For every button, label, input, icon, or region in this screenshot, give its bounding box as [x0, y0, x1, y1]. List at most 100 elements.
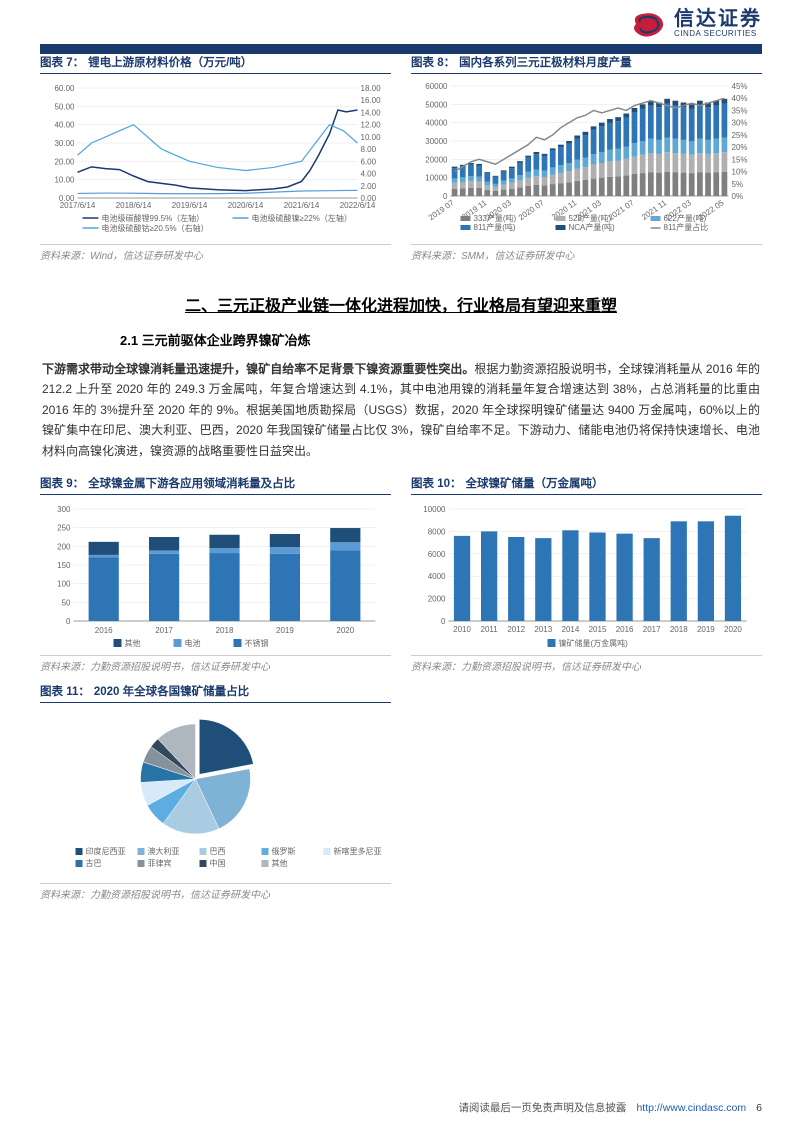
chart9-canvas: 05010015020025030020162017201820192020其他…	[40, 501, 391, 651]
page-footer: 请阅读最后一页免责声明及信息披露 http://www.cindasc.com …	[40, 1100, 762, 1115]
chart8-source: 资料来源：SMM，信达证券研发中心	[411, 244, 762, 262]
svg-text:2019/6/14: 2019/6/14	[172, 201, 208, 210]
header-rule	[40, 44, 762, 54]
chart7-source: 资料来源：Wind，信达证券研发中心	[40, 244, 391, 262]
svg-text:60000: 60000	[425, 82, 448, 91]
chart11-block: 图表 11： 2020 年全球各国镍矿储量占比 印度尼西亚澳大利亚巴西俄罗斯新喀…	[40, 683, 391, 901]
svg-text:10000: 10000	[423, 505, 446, 514]
svg-text:200: 200	[57, 542, 71, 551]
svg-text:30000: 30000	[425, 137, 448, 146]
svg-text:6000: 6000	[428, 550, 446, 559]
brand-logo: 信达证券 CINDA SECURITIES	[628, 8, 762, 40]
svg-text:5%: 5%	[732, 180, 744, 189]
chart7-block: 图表 7： 锂电上游原材料价格（万元/吨） 0.0010.0020.0030.0…	[40, 54, 391, 262]
body-paragraph: 下游需求带动全球镍消耗量迅速提升，镍矿自给率不足背景下镍资源重要性突出。根据力勤…	[40, 359, 762, 475]
svg-text:菲律宾: 菲律宾	[148, 858, 172, 868]
chart8-block: 图表 8： 国内各系列三元正极材料月度产量 010000200003000040…	[411, 54, 762, 262]
chart8-title: 图表 8： 国内各系列三元正极材料月度产量	[411, 54, 762, 74]
svg-text:2011: 2011	[481, 625, 499, 634]
svg-text:巴西: 巴西	[210, 847, 226, 856]
svg-text:2017: 2017	[643, 625, 661, 634]
svg-text:电池级硫酸钴≥20.5%（右轴）: 电池级硫酸钴≥20.5%（右轴）	[102, 223, 209, 233]
svg-text:523产量(吨): 523产量(吨)	[569, 213, 612, 223]
svg-text:45%: 45%	[732, 82, 748, 91]
svg-text:25%: 25%	[732, 131, 748, 140]
para-lead: 下游需求带动全球镍消耗量迅速提升，镍矿自给率不足背景下镍资源重要性突出。	[42, 362, 474, 376]
svg-text:2010: 2010	[453, 625, 471, 634]
svg-text:古巴: 古巴	[86, 858, 102, 868]
chart10-title: 图表 10： 全球镍矿储量（万金属吨）	[411, 475, 762, 495]
svg-text:15%: 15%	[732, 155, 748, 164]
svg-text:2012: 2012	[507, 625, 525, 634]
chart9-block: 图表 9： 全球镍金属下游各应用领域消耗量及占比 050100150200250…	[40, 475, 391, 673]
footer-disclaimer: 请阅读最后一页免责声明及信息披露	[458, 1100, 626, 1115]
svg-text:电池级硫酸镍≥22%（左轴）: 电池级硫酸镍≥22%（左轴）	[252, 213, 352, 223]
svg-text:30%: 30%	[732, 119, 748, 128]
svg-text:2018: 2018	[670, 625, 688, 634]
svg-text:不锈钢: 不锈钢	[245, 638, 269, 648]
svg-text:30.00: 30.00	[54, 139, 75, 148]
svg-text:2017/6/14: 2017/6/14	[60, 201, 96, 210]
svg-text:333产量(吨): 333产量(吨)	[474, 213, 517, 223]
chart8-canvas: 01000020000300004000050000600000%5%10%15…	[411, 80, 762, 240]
chart10-canvas: 0200040006000800010000201020112012201320…	[411, 501, 762, 651]
svg-text:4000: 4000	[428, 572, 446, 581]
svg-text:2017: 2017	[155, 626, 173, 635]
svg-text:40%: 40%	[732, 94, 748, 103]
svg-text:250: 250	[57, 524, 71, 533]
svg-text:35%: 35%	[732, 106, 748, 115]
svg-text:8000: 8000	[428, 527, 446, 536]
svg-text:60.00: 60.00	[54, 84, 75, 93]
chart10-block: 图表 10： 全球镍矿储量（万金属吨） 02000400060008000100…	[411, 475, 762, 673]
section-2-title: 二、三元正极产业链一体化进程加快，行业格局有望迎来重塑	[40, 292, 762, 316]
svg-text:2019: 2019	[697, 625, 715, 634]
svg-text:16.00: 16.00	[361, 96, 382, 105]
svg-text:2015: 2015	[589, 625, 607, 634]
chart11-title: 图表 11： 2020 年全球各国镍矿储量占比	[40, 683, 391, 703]
svg-text:2014: 2014	[562, 625, 580, 634]
svg-text:12.00: 12.00	[361, 121, 382, 130]
svg-text:2021/6/14: 2021/6/14	[284, 201, 320, 210]
svg-text:澳大利亚: 澳大利亚	[148, 846, 180, 856]
svg-text:40000: 40000	[425, 119, 448, 128]
footer-url[interactable]: http://www.cindasc.com	[636, 1102, 746, 1114]
chart11-canvas: 印度尼西亚澳大利亚巴西俄罗斯新喀里多尼亚古巴菲律宾中国其他	[40, 709, 391, 879]
page-header: 信达证券 CINDA SECURITIES	[0, 0, 802, 44]
svg-text:4.00: 4.00	[361, 170, 377, 179]
svg-text:50000: 50000	[425, 100, 448, 109]
subsection-2-1-title: 2.1 三元前驱体企业跨界镍矿冶炼	[40, 330, 762, 349]
svg-text:其他: 其他	[125, 638, 141, 648]
svg-text:10.00: 10.00	[361, 133, 382, 142]
svg-text:2018: 2018	[216, 626, 234, 635]
svg-text:2019 07: 2019 07	[427, 198, 456, 222]
brand-name-en: CINDA SECURITIES	[674, 29, 762, 39]
footer-page-number: 6	[756, 1102, 762, 1114]
chart7-title: 图表 7： 锂电上游原材料价格（万元/吨）	[40, 54, 391, 74]
chart11-source: 资料来源：力勤资源招股说明书，信达证券研发中心	[40, 883, 391, 901]
para-body: 根据力勤资源招股说明书，全球镍消耗量从 2016 年的 212.2 上升至 20…	[42, 362, 760, 458]
brand-name-cn: 信达证券	[674, 9, 762, 29]
svg-text:2013: 2013	[534, 625, 552, 634]
svg-text:中国: 中国	[210, 858, 226, 868]
svg-text:电池级碳酸锂99.5%（左轴）: 电池级碳酸锂99.5%（左轴）	[102, 213, 205, 223]
chart10-source: 资料来源：力勤资源招股说明书，信达证券研发中心	[411, 655, 762, 673]
svg-text:镍矿储量(万金属吨): 镍矿储量(万金属吨)	[559, 638, 629, 648]
svg-text:2022/6/14: 2022/6/14	[340, 201, 376, 210]
svg-text:10.00: 10.00	[54, 176, 75, 185]
svg-text:2000: 2000	[428, 595, 446, 604]
svg-text:20%: 20%	[732, 143, 748, 152]
svg-text:2019: 2019	[276, 626, 294, 635]
svg-text:14.00: 14.00	[361, 108, 382, 117]
chart9-title: 图表 9： 全球镍金属下游各应用领域消耗量及占比	[40, 475, 391, 495]
svg-text:NCA产量(吨): NCA产量(吨)	[569, 222, 616, 232]
svg-text:622产量(吨): 622产量(吨)	[664, 213, 707, 223]
svg-text:2020: 2020	[336, 626, 354, 635]
svg-text:新喀里多尼亚: 新喀里多尼亚	[334, 846, 382, 856]
svg-text:811产量(吨): 811产量(吨)	[474, 222, 516, 232]
chart7-canvas: 0.0010.0020.0030.0040.0050.0060.000.002.…	[40, 80, 391, 240]
svg-text:2020: 2020	[724, 625, 742, 634]
svg-text:电池: 电池	[185, 638, 201, 648]
svg-text:40.00: 40.00	[54, 121, 75, 130]
svg-text:10000: 10000	[425, 174, 448, 183]
svg-text:50: 50	[62, 598, 71, 607]
